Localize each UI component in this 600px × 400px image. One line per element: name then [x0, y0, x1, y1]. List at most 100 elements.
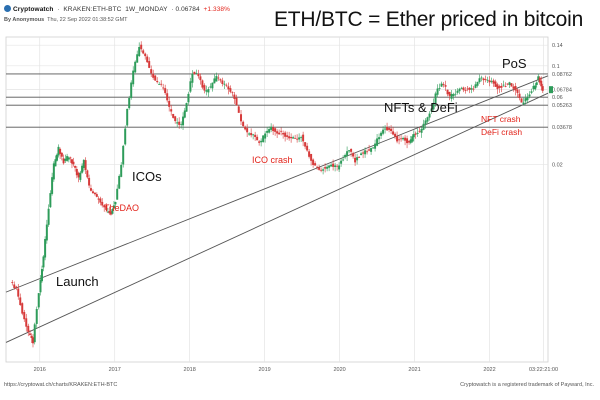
candle-body [274, 128, 277, 132]
candle-body [229, 88, 232, 92]
candle-body [290, 137, 293, 139]
y-tick-label: 0.05263 [552, 103, 572, 109]
candle-body [376, 138, 379, 146]
x-tick-label: 2022 [483, 367, 495, 373]
candles [11, 41, 544, 348]
candle-body [17, 288, 20, 297]
candle-body [248, 133, 251, 135]
trend-channel [5, 75, 549, 343]
candle-body [336, 165, 339, 167]
candle-body [348, 150, 351, 152]
candle-body [187, 93, 190, 103]
candle-body [448, 91, 451, 96]
candle-body [28, 333, 31, 335]
candle-body [288, 136, 291, 139]
candle-body [466, 88, 469, 90]
y-tick-label: 0.06 [552, 95, 563, 101]
candle-body [372, 147, 375, 149]
candle-body [215, 76, 218, 82]
candle-body [266, 130, 269, 133]
candle-body [114, 202, 117, 205]
annotation-defi-crash: DeFi crash [481, 127, 523, 137]
candle-body [33, 324, 36, 343]
candle-body [446, 89, 449, 95]
x-tick-label: 2018 [184, 367, 196, 373]
candle-body [530, 91, 533, 93]
candle-body [408, 140, 411, 143]
candle-body [334, 165, 337, 167]
candle-body [534, 85, 537, 90]
trend-line-upper [5, 75, 549, 293]
candle-body [444, 85, 447, 87]
candle-body [282, 133, 285, 135]
candle-body [213, 78, 216, 84]
chart-subheader: By Anonymous Thu, 22 Sep 2022 01:38:52 G… [4, 17, 128, 23]
candle-body [191, 73, 194, 83]
candle-body [93, 192, 96, 195]
candle-body [86, 170, 89, 178]
candle-body [209, 86, 212, 88]
candle-body [420, 128, 423, 133]
candle-body [496, 84, 499, 90]
candle-body [21, 303, 24, 314]
candle-body [380, 132, 383, 136]
candle-body [498, 86, 501, 88]
pair-label[interactable]: KRAKEN:ETH-BTC [63, 6, 122, 13]
candle-body [160, 83, 163, 85]
candle-body [470, 88, 473, 90]
candle-body [468, 87, 471, 90]
candle-body [150, 69, 153, 74]
candle-body [436, 88, 439, 95]
candle-body [314, 163, 317, 166]
candle-body [183, 110, 186, 118]
candle-body [500, 85, 503, 88]
candle-body [221, 80, 224, 84]
candle-body [364, 150, 367, 155]
annotation-pos: PoS [502, 56, 527, 71]
candle-body [430, 108, 433, 112]
candle-body [237, 106, 240, 113]
candle-body [392, 131, 395, 135]
candle-body [482, 78, 485, 81]
trend-line-lower [5, 92, 549, 343]
candle-body [166, 93, 169, 101]
candle-body [252, 134, 255, 136]
candle-body [172, 113, 175, 118]
candle-body [480, 77, 483, 79]
candle-body [264, 133, 267, 139]
candle-body [250, 133, 253, 136]
candle-body [398, 139, 401, 141]
horizontal-levels [6, 73, 548, 128]
candle-body [340, 160, 343, 164]
footer-url[interactable]: https://cryptowat.ch/charts/KRAKEN:ETH-B… [4, 382, 118, 388]
candle-body [510, 83, 513, 87]
grid [5, 36, 549, 363]
x-tick-label: 2019 [259, 367, 271, 373]
candle-body [158, 84, 161, 85]
candle-body [27, 325, 30, 332]
candle-body [103, 205, 106, 208]
candle-body [189, 81, 192, 92]
candle-body [520, 98, 523, 103]
candle-body [492, 80, 495, 84]
candle-body [47, 208, 50, 225]
candle-body [37, 293, 40, 308]
candle-body [332, 163, 335, 167]
candle-body [354, 157, 357, 163]
candle-body [138, 46, 141, 57]
candle-body [310, 153, 313, 161]
app-name: Cryptowatch [13, 6, 54, 13]
candle-body [227, 86, 230, 90]
candle-body [535, 82, 538, 85]
candle-body [394, 133, 397, 137]
y-tick-label: 0.03678 [552, 125, 572, 131]
candle-body [484, 79, 487, 81]
candle-body [478, 78, 481, 83]
candle-body [19, 297, 22, 306]
candle-body [294, 137, 297, 139]
candle-body [49, 193, 52, 208]
interval-label[interactable]: 1W_MONDAY [125, 6, 168, 13]
candle-body [152, 73, 155, 78]
candle-body [328, 165, 331, 168]
